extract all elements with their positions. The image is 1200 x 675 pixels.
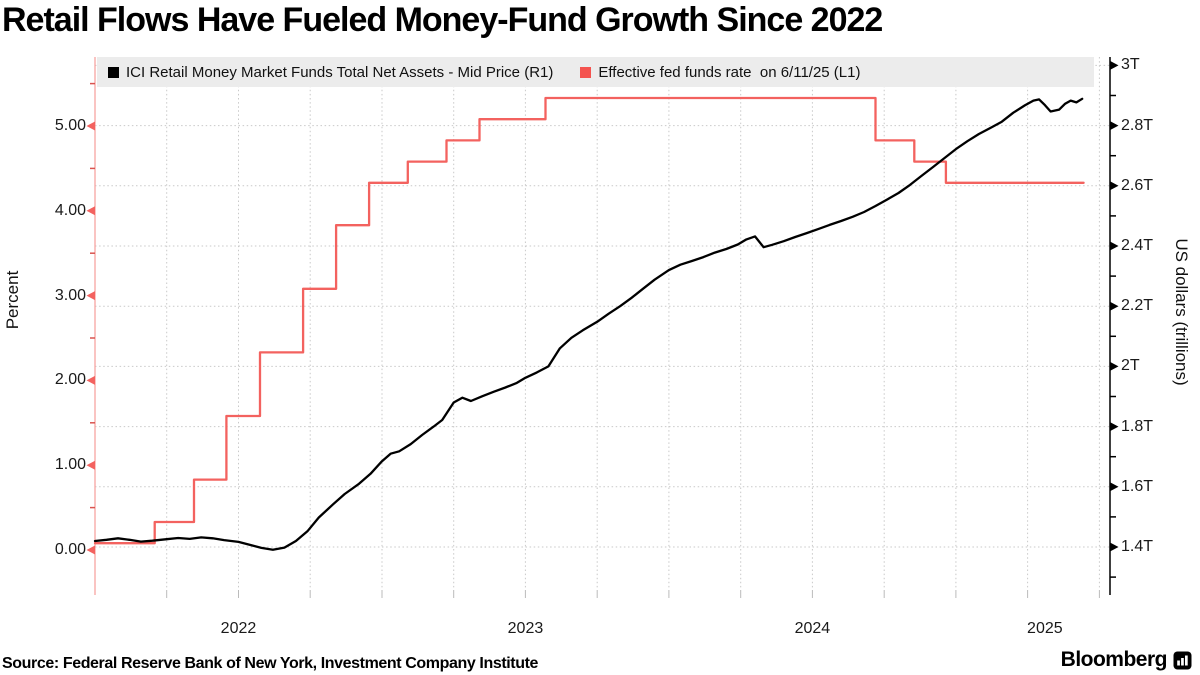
right-axis-arrow-tick (1110, 542, 1119, 552)
fed-funds-rate-line (93, 96, 1085, 545)
right-axis-arrow-tick (1110, 361, 1119, 371)
assets-series-swatch-icon (108, 66, 119, 78)
left-axis-arrow-tick (86, 206, 95, 216)
right-axis-arrow-tick (1110, 241, 1119, 251)
legend-item-assets: ICI Retail Money Market Funds Total Net … (108, 64, 553, 81)
bloomberg-logo: Bloomberg (1061, 648, 1192, 672)
right-axis-arrow-tick (1110, 60, 1119, 70)
left-axis-arrow-tick (86, 375, 95, 385)
source-attribution: Source: Federal Reserve Bank of New York… (2, 655, 539, 672)
fed-funds-series-swatch-icon (580, 66, 592, 78)
right-axis-arrow-tick (1110, 181, 1119, 191)
money-fund-assets-line (93, 97, 1084, 551)
right-axis-arrow-tick (1110, 121, 1119, 131)
right-axis-title: US dollars (trillions) (1172, 238, 1191, 386)
page-title: Retail Flows Have Fueled Money-Fund Grow… (2, 1, 883, 39)
left-axis-arrow-tick (86, 545, 95, 555)
left-axis-arrow-tick (86, 121, 95, 131)
chart-legend: ICI Retail Money Market Funds Total Net … (97, 57, 1094, 87)
right-axis-arrow-tick (1110, 482, 1119, 492)
bloomberg-wordmark: Bloomberg (1060, 648, 1168, 671)
left-axis-arrow-tick (86, 460, 95, 470)
left-axis-arrow-tick (86, 291, 95, 301)
left-axis-title: Percent (3, 270, 22, 330)
bar-chart-icon (1173, 651, 1192, 669)
legend-item-fed-funds: Effective fed funds rate on 6/11/25 (L1) (580, 63, 861, 81)
right-axis-arrow-tick (1110, 301, 1119, 311)
legend-label-fed-funds: Effective fed funds rate on 6/11/25 (L1) (598, 63, 861, 81)
legend-label-assets: ICI Retail Money Market Funds Total Net … (126, 63, 554, 81)
right-axis-arrow-tick (1110, 422, 1119, 432)
